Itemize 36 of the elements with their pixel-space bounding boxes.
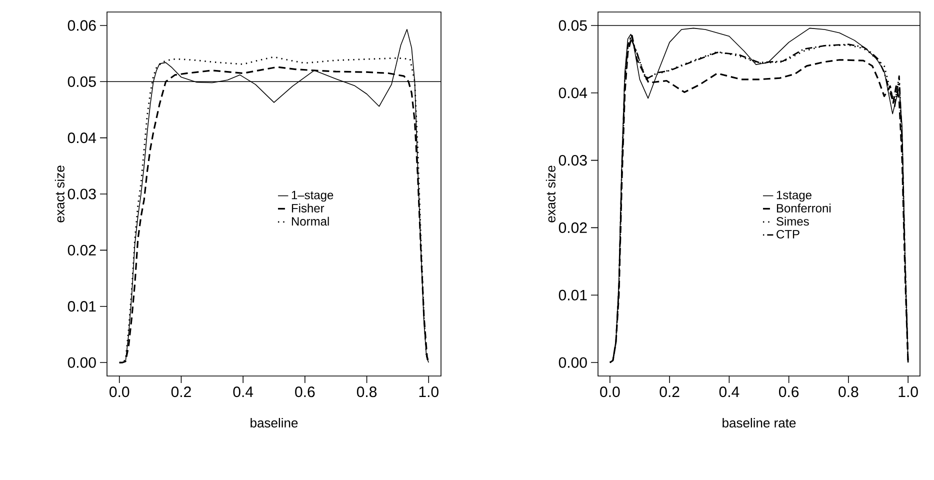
x-tick-label: 0.4 <box>719 386 740 398</box>
legend-label: 1stage <box>776 190 812 202</box>
legend-label: Bonferroni <box>776 204 831 212</box>
legend-label: Simes <box>776 216 809 226</box>
y-tick-label: 0.05 <box>68 76 96 87</box>
y-tick-label: 0.01 <box>558 290 587 300</box>
x-tick-label: 0.8 <box>838 386 858 398</box>
x-tick-label: 0.6 <box>295 386 315 398</box>
y-axis-title: exact size <box>54 166 64 222</box>
x-tick-label: 1.0 <box>898 386 918 398</box>
y-tick-label: 0.00 <box>558 357 587 368</box>
x-tick-label: 0.8 <box>356 386 377 398</box>
x-axis-title: baseline rate <box>722 418 796 428</box>
y-tick-label: 0.03 <box>558 154 587 166</box>
y-tick-label: 0.02 <box>558 222 587 234</box>
legend-label: 1–stage <box>292 190 334 202</box>
x-tick-label: 0.0 <box>110 386 130 398</box>
x-tick-label: 0.0 <box>600 386 620 398</box>
y-tick-label: 0.00 <box>68 357 96 368</box>
y-tick-label: 0.05 <box>558 20 587 31</box>
y-tick-label: 0.03 <box>68 188 96 200</box>
x-tick-label: 0.2 <box>660 386 680 398</box>
x-axis-title: baseline <box>250 418 298 428</box>
x-tick-label: 0.6 <box>778 386 799 398</box>
y-tick-label: 0.01 <box>68 301 96 312</box>
x-tick-label: 0.4 <box>233 386 254 398</box>
x-tick-label: 1.0 <box>419 386 438 398</box>
x-tick-label: 0.2 <box>171 386 191 398</box>
y-tick-label: 0.04 <box>558 88 588 98</box>
legend-label: Fisher <box>292 204 324 212</box>
y-axis-title: exact size <box>546 166 556 222</box>
y-tick-label: 0.04 <box>68 132 96 144</box>
y-tick-label: 0.06 <box>68 20 96 31</box>
legend-label: CTP <box>776 230 800 239</box>
legend-label: Normal <box>292 216 329 226</box>
y-tick-label: 0.02 <box>68 244 96 256</box>
